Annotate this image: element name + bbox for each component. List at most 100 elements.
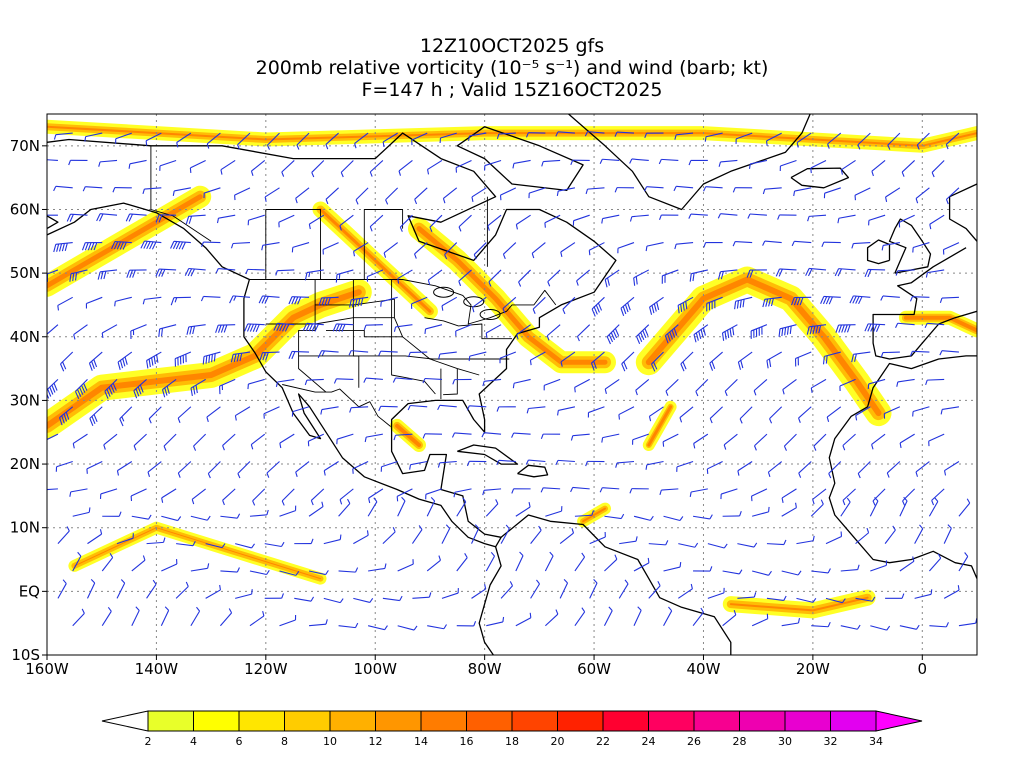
wind-barb xyxy=(619,536,638,545)
wind-barb xyxy=(812,488,827,505)
wind-barb xyxy=(737,592,757,599)
wind-barb xyxy=(547,269,561,287)
wind-barb xyxy=(170,296,191,306)
lat-tick-label: 60N xyxy=(10,200,40,218)
wind-barb xyxy=(781,570,802,576)
wind-barb xyxy=(397,269,413,284)
wind-barb xyxy=(929,214,945,230)
wind-barb xyxy=(427,269,443,286)
wind-barb xyxy=(392,377,413,383)
wind-barb xyxy=(496,406,516,412)
wind-barb xyxy=(155,214,177,223)
wind-barb xyxy=(250,160,266,177)
wind-barb xyxy=(924,322,945,329)
wind-barb xyxy=(689,269,708,282)
wind-barb xyxy=(680,351,694,372)
subtropical-jet-band-layer-2 xyxy=(47,289,362,429)
wind-barb xyxy=(101,607,112,627)
south-atlantic-band-layer-2 xyxy=(729,596,869,612)
wind-barb xyxy=(530,579,540,599)
wind-barb xyxy=(958,552,969,572)
wind-barb xyxy=(439,132,457,144)
wind-barb xyxy=(215,268,236,274)
border-us-mexico xyxy=(282,384,391,427)
wind-barb xyxy=(307,433,325,447)
colorbar-label: 4 xyxy=(190,735,197,748)
wind-barb xyxy=(317,350,339,359)
coast-britain xyxy=(888,218,932,274)
wind-barb xyxy=(380,460,398,472)
title-line-2: 200mb relative vorticity (10⁻⁵ s⁻¹) and … xyxy=(255,57,769,79)
wind-barb xyxy=(410,296,428,309)
wind-barb xyxy=(72,551,82,572)
coast-africa xyxy=(828,355,977,579)
wind-barb xyxy=(722,610,737,627)
wind-barb xyxy=(339,214,354,231)
wind-barb xyxy=(96,213,118,222)
wind-barb xyxy=(304,269,324,281)
wind-barb xyxy=(456,497,467,517)
wind-barb xyxy=(453,488,472,498)
wind-barb xyxy=(512,378,531,389)
wind-barb xyxy=(518,269,531,287)
wind-barb xyxy=(645,460,664,470)
wind-barb xyxy=(125,213,147,222)
lat-tick-label: 70N xyxy=(10,137,40,155)
wind-barb xyxy=(807,214,827,222)
wind-barb xyxy=(618,406,635,420)
wind-barb xyxy=(102,511,122,517)
wind-barb xyxy=(369,160,384,177)
wind-barb xyxy=(442,187,458,204)
wind-barb xyxy=(323,534,342,545)
wind-barb xyxy=(834,268,856,277)
lon-tick-label: 0 xyxy=(918,660,928,678)
wind-barb xyxy=(98,159,118,167)
wind-barb xyxy=(332,323,354,332)
wind-barb xyxy=(318,296,339,306)
wind-barb xyxy=(810,499,824,517)
wind-barb xyxy=(308,501,324,517)
mediterranean-feature-layer-2 xyxy=(903,315,977,333)
wind-barb xyxy=(912,406,930,417)
wind-barb xyxy=(943,585,960,599)
coast-south-america xyxy=(500,514,732,655)
wind-barb xyxy=(237,461,251,479)
wind-barb xyxy=(352,461,369,474)
wind-barb xyxy=(632,433,649,445)
wind-barb xyxy=(753,433,768,451)
wind-barb xyxy=(349,406,369,413)
wind-barb xyxy=(896,378,915,387)
colorbar-swatch xyxy=(739,710,786,732)
wind-barb xyxy=(161,559,178,572)
wind-barb xyxy=(914,589,933,599)
wind-barb xyxy=(353,530,369,545)
wind-barb xyxy=(142,187,162,195)
wind-barb xyxy=(275,378,295,388)
wind-barb xyxy=(131,514,152,520)
wind-barb xyxy=(864,268,886,278)
wind-barb xyxy=(471,583,487,599)
wind-barb xyxy=(279,505,297,517)
wind-barb xyxy=(703,242,723,248)
wind-barb xyxy=(871,433,886,450)
wind-barb xyxy=(739,406,753,424)
wind-barb xyxy=(206,406,221,423)
wind-barb xyxy=(220,160,236,175)
wind-barb xyxy=(821,241,841,248)
wind-barb xyxy=(673,185,694,192)
wind-barb xyxy=(851,351,871,363)
colorbar-label: 24 xyxy=(642,735,656,748)
wind-barb xyxy=(466,405,487,411)
wind-barb xyxy=(244,323,265,333)
wind-barb xyxy=(59,406,74,426)
wind-barb xyxy=(589,579,598,599)
wind-barb xyxy=(203,187,221,199)
wind-barb xyxy=(422,433,442,439)
wind-barb xyxy=(336,433,354,445)
colorbar-swatch xyxy=(238,710,285,732)
wind-barb xyxy=(766,132,782,146)
wind-barb xyxy=(737,351,753,370)
state-line-4 xyxy=(326,329,403,338)
wind-barb xyxy=(82,186,103,192)
